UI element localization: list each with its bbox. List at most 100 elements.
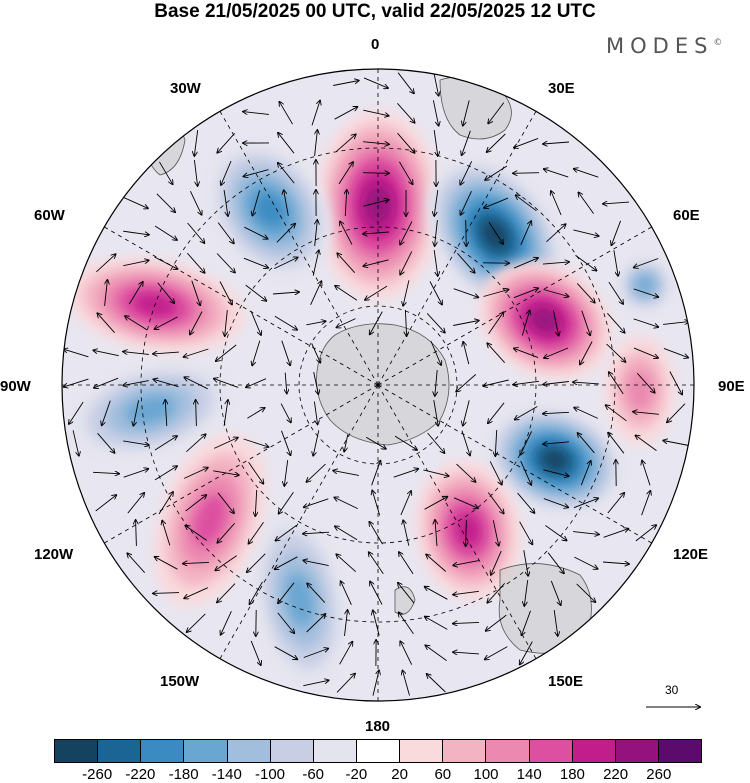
wind-arrow [345, 190, 346, 217]
wind-arrow [123, 352, 149, 355]
wind-arrow [513, 288, 538, 299]
wind-arrow [552, 310, 558, 335]
wind-arrow [461, 430, 470, 456]
colorbar-tick-label: 20 [391, 766, 408, 783]
wind-arrow [187, 613, 206, 632]
wind-arrow [485, 646, 508, 660]
wind-arrow [485, 165, 508, 180]
wind-arrow [543, 289, 569, 297]
wind-arrow [486, 614, 507, 631]
lon-label-60w: 60W [34, 207, 65, 224]
wind-arrow [434, 190, 439, 216]
wind-arrow [633, 347, 658, 358]
wind-arrow [489, 461, 502, 484]
wind-arrow [281, 340, 290, 366]
wind-arrow [641, 491, 651, 516]
colorbar-tick-label: 220 [603, 766, 629, 783]
wind-arrow [336, 674, 355, 693]
wind-arrow [463, 100, 470, 125]
modes-logo: MODES© [606, 34, 723, 58]
wind-arrow [491, 550, 502, 575]
wind-arrow [487, 582, 506, 602]
anomaly-center [207, 140, 333, 280]
wind-arrow [581, 310, 590, 336]
wind-arrow [275, 556, 298, 569]
wind-arrow [606, 343, 626, 362]
wind-arrow [427, 432, 445, 453]
wind-arrow [123, 380, 149, 386]
wind-arrow [602, 562, 629, 564]
wind-arrow [487, 133, 506, 152]
wind-arrow [580, 461, 590, 486]
wind-arrow [397, 132, 415, 153]
colorbar-tick-label: -180 [168, 766, 199, 783]
wind-arrow [250, 310, 261, 335]
wind-arrow [495, 429, 496, 456]
wind-arrow [215, 555, 237, 571]
wind-arrow [542, 262, 569, 264]
wind-arrow [399, 612, 414, 634]
wind-arrow [278, 163, 295, 184]
wind-arrow [488, 312, 504, 334]
wind-arrow [429, 281, 442, 305]
wind-arrow [365, 285, 388, 300]
wind-arrow [221, 611, 232, 635]
wind-arrow [335, 526, 358, 541]
wind-arrow [425, 645, 447, 661]
wind-arrow [405, 309, 406, 336]
wind-arrow [399, 552, 414, 575]
latitude-circle [219, 226, 537, 544]
wind-arrow [609, 372, 624, 395]
wind-arrow [249, 522, 264, 543]
wind-arrow [307, 463, 326, 482]
wind-arrow [574, 169, 599, 178]
wind-arrow [397, 103, 414, 122]
wind-arrow [194, 130, 199, 156]
wind-arrow [104, 280, 108, 306]
anomaly-contour [254, 193, 286, 227]
wind-arrow [244, 226, 267, 239]
wind-arrow [522, 610, 531, 635]
wind-arrow [217, 132, 236, 152]
wind-arrow [310, 281, 322, 305]
colorbar-cell [615, 740, 659, 762]
wind-arrow [243, 112, 269, 115]
wind-arrow [247, 553, 266, 572]
wind-arrow [123, 440, 149, 445]
wind-arrow [578, 192, 594, 214]
wind-arrow [154, 225, 177, 240]
wind-arrow [633, 412, 659, 415]
wind-arrow [606, 405, 627, 422]
wind-arrow [663, 322, 689, 325]
lon-label-150w: 150W [160, 673, 200, 690]
colorbar-cell [270, 740, 314, 762]
wind-arrow [123, 230, 149, 235]
wind-arrow [136, 520, 137, 547]
wind-arrow [278, 582, 295, 603]
wind-arrow [64, 378, 89, 387]
wind-arrow [272, 292, 299, 294]
wind-arrow [400, 641, 413, 665]
wind-arrow [573, 498, 598, 509]
wind-arrow [487, 492, 503, 514]
wind-arrow [370, 311, 383, 335]
wind-arrow [400, 491, 411, 516]
wind-arrow [543, 442, 569, 444]
wind-arrow [244, 169, 269, 177]
wind-arrow [663, 441, 689, 446]
wind-arrow [335, 286, 358, 301]
wind-arrow [466, 519, 467, 546]
wind-arrow [280, 403, 291, 423]
wind-arrow [573, 229, 598, 236]
wind-arrow [484, 197, 509, 208]
wind-arrow [543, 381, 569, 385]
anomaly-contour [455, 512, 481, 548]
wind-arrow [96, 254, 115, 273]
colorbar-tick-label: 180 [559, 766, 585, 783]
wind-arrow [553, 610, 558, 636]
wind-arrow [520, 460, 532, 485]
wind-arrow [633, 288, 659, 297]
wind-arrow [155, 316, 178, 329]
wind-arrow [216, 253, 235, 273]
colorbar-tick-label: -220 [125, 766, 156, 783]
